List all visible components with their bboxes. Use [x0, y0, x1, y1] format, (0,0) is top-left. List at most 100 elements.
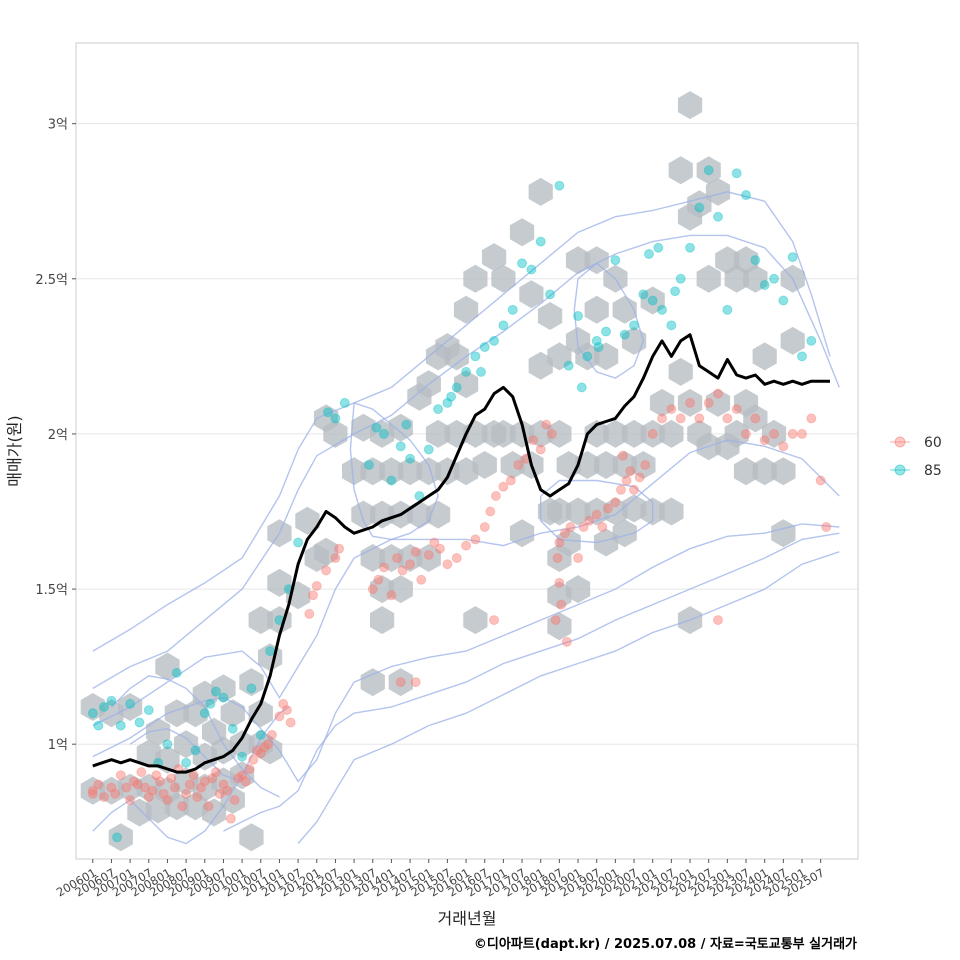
contour-line	[297, 551, 840, 844]
point-60	[196, 782, 207, 793]
point-85	[461, 366, 472, 377]
point-60	[207, 773, 218, 784]
hex-cell	[565, 497, 591, 526]
point-60	[461, 540, 472, 551]
point-85	[218, 692, 229, 703]
point-60	[259, 742, 270, 753]
point-60	[821, 522, 832, 533]
point-85	[653, 242, 664, 253]
hex-cell	[612, 519, 637, 548]
point-60	[713, 388, 724, 399]
hex-cell	[509, 519, 535, 548]
point-85	[339, 397, 350, 408]
hex-cell	[771, 457, 796, 486]
point-85	[181, 757, 192, 768]
point-60	[778, 441, 789, 452]
point-60	[610, 497, 621, 508]
point-60	[87, 785, 98, 796]
hex-cell	[136, 773, 161, 802]
point-60	[334, 543, 345, 554]
point-85	[601, 326, 612, 337]
point-85	[112, 832, 123, 843]
point-60	[423, 549, 434, 560]
contour-line	[92, 234, 840, 690]
hex-cell	[565, 246, 591, 275]
point-60	[177, 801, 188, 812]
hex-cell	[612, 451, 637, 479]
point-85	[433, 404, 444, 415]
x-axis-title: 거래년월	[438, 909, 497, 928]
hex-cell	[370, 500, 395, 529]
point-60	[110, 788, 121, 799]
point-85	[694, 202, 705, 213]
hex-cell	[136, 739, 161, 768]
point-85	[246, 683, 257, 694]
point-60	[675, 413, 686, 424]
point-60	[451, 553, 462, 564]
point-60	[634, 472, 645, 483]
point-85	[364, 459, 375, 470]
y-tick-label: 2.5억	[35, 273, 68, 288]
hex-cell	[584, 246, 609, 275]
hex-cell	[146, 717, 171, 746]
y-tick-label: 2억	[48, 428, 68, 443]
point-60	[559, 528, 570, 539]
point-60	[266, 729, 277, 740]
point-60	[304, 608, 315, 619]
point-85	[778, 295, 789, 306]
hex-cell	[99, 699, 124, 728]
hex-cell	[314, 537, 339, 566]
point-85	[106, 695, 117, 706]
point-60	[203, 801, 214, 812]
point-85	[722, 304, 733, 315]
point-60	[255, 748, 266, 759]
point-60	[115, 770, 126, 781]
point-60	[556, 599, 567, 610]
point-85	[171, 667, 182, 678]
point-60	[225, 813, 236, 824]
point-60	[490, 490, 501, 501]
point-60	[528, 435, 539, 446]
point-60	[535, 444, 546, 455]
point-60	[694, 413, 705, 424]
point-60	[367, 584, 378, 595]
point-60	[210, 767, 221, 778]
hex-cell	[593, 342, 619, 371]
x-tick-label: 202507	[782, 865, 827, 899]
point-60	[143, 791, 154, 802]
point-60	[591, 509, 602, 520]
point-60	[554, 537, 565, 548]
hex-cell	[649, 388, 675, 417]
point-85	[675, 273, 686, 284]
hex-cell	[463, 606, 488, 635]
hex-cell	[80, 776, 105, 805]
point-85	[470, 351, 481, 362]
point-60	[229, 795, 240, 806]
point-85	[265, 646, 276, 657]
point-60	[640, 459, 651, 470]
hex-cell	[453, 295, 479, 324]
point-85	[554, 180, 565, 191]
point-85	[255, 729, 266, 740]
hex-cell	[388, 575, 413, 604]
hex-cell	[603, 419, 628, 448]
point-85	[685, 242, 696, 253]
point-60	[713, 615, 724, 626]
hex-cell	[164, 699, 189, 728]
point-60	[554, 577, 565, 588]
hex-cell	[677, 388, 703, 417]
point-60	[621, 475, 632, 486]
point-60	[151, 770, 162, 781]
point-85	[115, 720, 126, 731]
point-60	[233, 773, 244, 784]
point-60	[703, 397, 714, 408]
hex-cell	[556, 528, 581, 557]
point-85	[475, 366, 486, 377]
contour-line	[349, 402, 439, 541]
point-60	[416, 574, 427, 585]
point-85	[293, 537, 304, 548]
point-85	[205, 698, 216, 709]
hex-cell	[584, 419, 609, 448]
point-85	[670, 286, 681, 297]
point-85	[610, 255, 621, 266]
